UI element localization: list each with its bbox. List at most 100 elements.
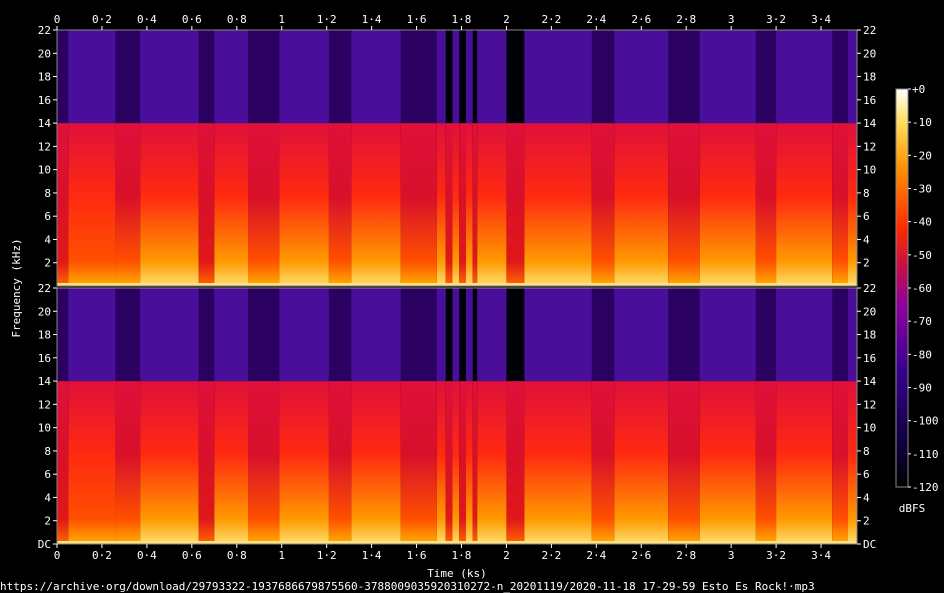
- x-tick-label: 2·4: [586, 549, 606, 562]
- segment-hf: [699, 288, 756, 382]
- segment-band: [699, 123, 756, 286]
- segment-band: [214, 123, 249, 286]
- x-tick-label: 1·2: [317, 13, 337, 26]
- segment-hf: [465, 30, 473, 124]
- segment-band: [472, 123, 478, 286]
- x-tick-label: 2: [503, 13, 510, 26]
- segment-hf: [328, 30, 352, 124]
- x-tick-label: 3: [728, 13, 735, 26]
- y-tick-label: 8: [863, 445, 870, 458]
- x-tick-label: 0: [54, 13, 61, 26]
- colorbar-tick-label: -120: [912, 481, 939, 494]
- segment-hf: [351, 30, 401, 124]
- segment-band: [445, 381, 453, 544]
- y-tick-label: 4: [44, 233, 51, 246]
- y-tick-label: 2: [863, 515, 870, 528]
- segment-hf: [776, 30, 833, 124]
- x-tick-label: 1·6: [407, 549, 427, 562]
- segment-band: [452, 381, 460, 544]
- colorbar-tick-label: -70: [912, 315, 932, 328]
- y-axis-label: Frequency (kHz): [10, 238, 23, 337]
- y-tick-label: 22: [863, 282, 876, 295]
- x-tick-label: 3·2: [766, 549, 786, 562]
- segment-band: [279, 123, 329, 286]
- segment-hf: [848, 288, 857, 382]
- segment-band: [755, 381, 777, 544]
- segment-hf: [755, 288, 777, 382]
- segment-hf: [198, 30, 215, 124]
- y-tick-label: 22: [38, 282, 51, 295]
- segment-band: [140, 381, 199, 544]
- segment-band: [198, 123, 215, 286]
- segment-band: [452, 123, 460, 286]
- y-tick-label: 12: [38, 140, 51, 153]
- segment-hf: [472, 30, 478, 124]
- y-tick-label: 14: [38, 375, 52, 388]
- segment-hf: [614, 30, 669, 124]
- x-tick-label: 0·2: [92, 13, 112, 26]
- x-axis-label: Time (ks): [427, 567, 487, 580]
- y-tick-label: 18: [38, 329, 51, 342]
- segment-band: [506, 381, 525, 544]
- colorbar-tick-label: -110: [912, 448, 939, 461]
- colorbar-tick-label: -90: [912, 382, 932, 395]
- y-tick-label: 16: [38, 352, 51, 365]
- segment-hf: [198, 288, 215, 382]
- colorbar-tick-label: -100: [912, 415, 939, 428]
- colorbar-tick-label: -30: [912, 183, 932, 196]
- segment-hf: [400, 30, 437, 124]
- segment-band: [328, 381, 352, 544]
- segment-hf: [848, 30, 857, 124]
- segment-hf: [452, 288, 460, 382]
- y-tick-label: 12: [863, 140, 876, 153]
- segment-hf: [351, 288, 401, 382]
- y-tick-label: 8: [863, 187, 870, 200]
- segment-band: [445, 123, 453, 286]
- segment-hf: [68, 288, 116, 382]
- segment-hf: [400, 288, 437, 382]
- x-tick-label: 0·6: [182, 549, 202, 562]
- x-tick-label: 0·4: [137, 13, 157, 26]
- x-tick-label: 2·6: [631, 13, 651, 26]
- y-tick-label: 22: [38, 24, 51, 37]
- segment-band: [68, 123, 116, 286]
- segment-band: [832, 381, 849, 544]
- segment-band: [115, 123, 141, 286]
- segment-band: [436, 123, 446, 286]
- segment-hf: [68, 30, 116, 124]
- y-tick-label: 10: [38, 164, 51, 177]
- x-tick-label: 2·2: [541, 549, 561, 562]
- colorbar-tick-label: -20: [912, 149, 932, 162]
- segment-band: [351, 123, 401, 286]
- y-tick-label: 10: [863, 422, 876, 435]
- colorbar-tick-label: +0: [912, 83, 925, 96]
- channel-1: [56, 29, 858, 287]
- y-tick-label: 2: [44, 515, 51, 528]
- colorbar-tick-label: -10: [912, 116, 932, 129]
- segment-band: [459, 381, 466, 544]
- x-tick-label: 2·6: [631, 549, 651, 562]
- x-tick-label: 1·8: [452, 13, 472, 26]
- y-tick-label: 14: [38, 117, 52, 130]
- segment-hf: [614, 288, 669, 382]
- segment-band: [465, 381, 473, 544]
- segment-hf: [57, 288, 69, 382]
- x-tick-label: 0·6: [182, 13, 202, 26]
- segment-hf: [591, 288, 615, 382]
- segment-hf: [248, 288, 280, 382]
- y-tick-label: 4: [863, 491, 870, 504]
- x-tick-label: 2: [503, 549, 510, 562]
- y-tick-label: 6: [863, 210, 870, 223]
- segment-band: [477, 381, 507, 544]
- y-tick-label: DC: [38, 538, 51, 551]
- segment-hf: [452, 30, 460, 124]
- segment-band: [524, 123, 592, 286]
- x-tick-label: 3·4: [811, 13, 831, 26]
- x-tick-label: 3·2: [766, 13, 786, 26]
- segment-hf: [591, 30, 615, 124]
- segment-band: [400, 123, 437, 286]
- segment-band: [591, 123, 615, 286]
- y-tick-label: DC: [863, 538, 876, 551]
- segment-band: [214, 381, 249, 544]
- segment-hf: [524, 30, 592, 124]
